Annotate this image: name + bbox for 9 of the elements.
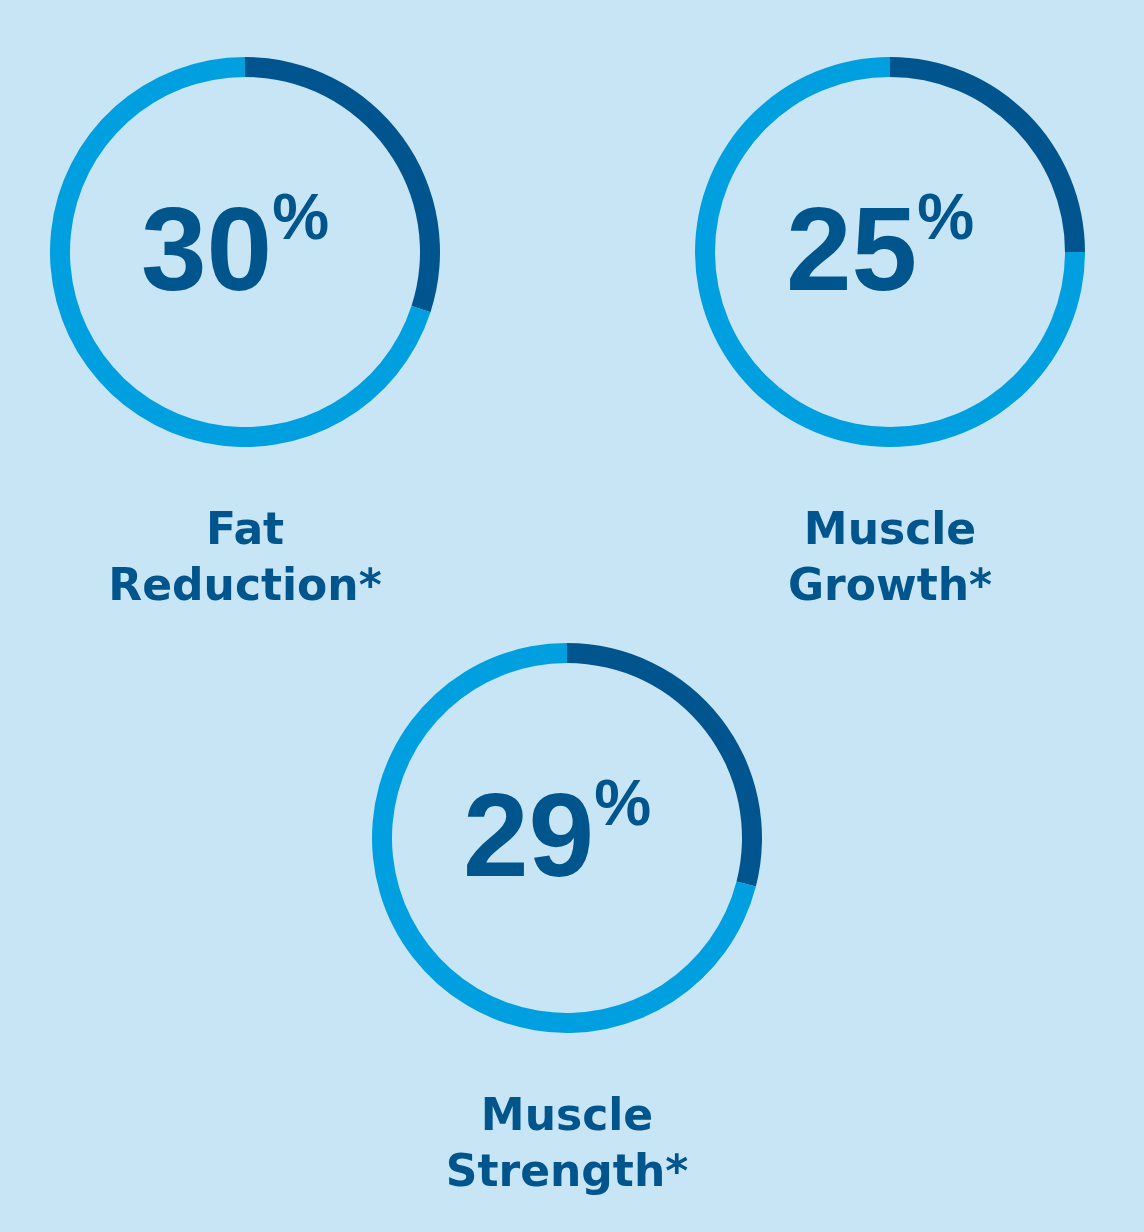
donut-slice — [50, 57, 431, 447]
text: 30$^{%}$ — [140, 180, 330, 315]
donut-slice — [695, 57, 1085, 447]
text: 29$^{%}$ — [462, 766, 652, 901]
text: 25$^{%}$ — [785, 180, 975, 315]
text: Muscle Growth* — [787, 503, 993, 610]
donut-slice — [372, 643, 756, 1033]
text: Fat Reduction* — [108, 503, 382, 610]
text: Muscle Strength* — [445, 1089, 689, 1196]
